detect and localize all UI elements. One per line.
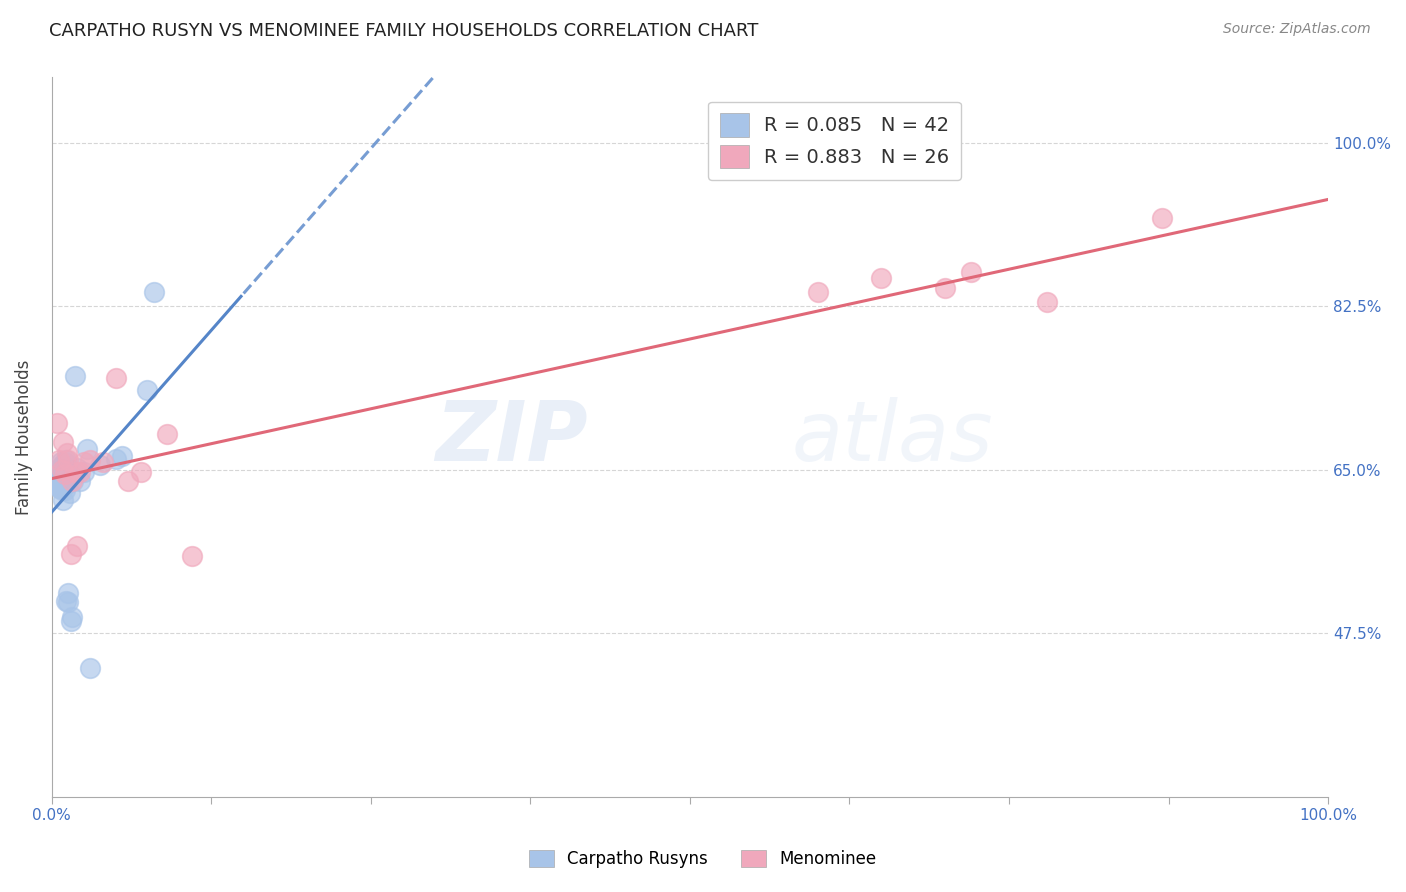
Point: [49, 482, 72, 496]
Point: [60, 474, 83, 488]
Point: [1152, 211, 1174, 225]
Point: [79, 661, 101, 675]
Point: [104, 371, 127, 385]
Point: [53, 455, 76, 469]
Point: [48, 482, 70, 496]
Point: [45, 416, 67, 430]
Point: [53, 483, 76, 498]
Point: [45, 476, 67, 491]
Point: [60, 610, 83, 624]
Point: [136, 384, 159, 398]
Point: [53, 467, 76, 482]
Point: [63, 369, 86, 384]
Point: [56, 446, 79, 460]
Point: [58, 595, 80, 609]
Point: [66, 539, 89, 553]
Point: [48, 453, 70, 467]
Text: Source: ZipAtlas.com: Source: ZipAtlas.com: [1223, 22, 1371, 37]
Point: [104, 451, 127, 466]
Point: [56, 476, 79, 491]
Point: [58, 586, 80, 600]
Point: [49, 465, 72, 479]
Point: [48, 467, 70, 482]
Point: [45, 472, 67, 486]
Point: [69, 465, 91, 479]
Point: [181, 549, 204, 563]
Point: [52, 492, 75, 507]
Point: [73, 465, 96, 479]
Point: [46, 472, 69, 486]
Text: atlas: atlas: [792, 397, 994, 477]
Text: ZIP: ZIP: [436, 397, 588, 477]
Point: [129, 465, 152, 479]
Point: [55, 453, 77, 467]
Point: [59, 547, 82, 561]
Point: [51, 483, 73, 498]
Point: [73, 455, 96, 469]
Point: [806, 285, 828, 300]
Point: [51, 470, 73, 484]
Point: [52, 434, 75, 449]
Point: [142, 285, 165, 300]
Point: [52, 479, 75, 493]
Point: [1036, 294, 1059, 309]
Point: [53, 474, 76, 488]
Point: [58, 453, 80, 467]
Point: [959, 265, 981, 279]
Text: CARPATHO RUSYN VS MENOMINEE FAMILY HOUSEHOLDS CORRELATION CHART: CARPATHO RUSYN VS MENOMINEE FAMILY HOUSE…: [49, 22, 759, 40]
Point: [66, 461, 89, 475]
Point: [59, 486, 82, 500]
Point: [156, 427, 179, 442]
Point: [76, 442, 98, 457]
Point: [53, 465, 76, 479]
Point: [89, 458, 111, 472]
Point: [51, 458, 73, 472]
Point: [55, 593, 77, 607]
Point: [59, 614, 82, 628]
Point: [52, 458, 75, 472]
Point: [52, 470, 75, 484]
Point: [63, 465, 86, 479]
Point: [49, 455, 72, 469]
Point: [51, 463, 73, 477]
Point: [91, 455, 114, 469]
Point: [111, 449, 134, 463]
Point: [934, 280, 956, 294]
Point: [870, 271, 893, 285]
Point: [56, 467, 79, 482]
Point: [117, 474, 139, 488]
Point: [44, 476, 66, 491]
Legend: R = 0.085   N = 42, R = 0.883   N = 26: R = 0.085 N = 42, R = 0.883 N = 26: [707, 102, 962, 180]
Point: [79, 453, 101, 467]
Point: [69, 474, 91, 488]
Y-axis label: Family Households: Family Households: [15, 359, 32, 515]
Legend: Carpatho Rusyns, Menominee: Carpatho Rusyns, Menominee: [523, 843, 883, 875]
Point: [46, 463, 69, 477]
Point: [62, 474, 84, 488]
